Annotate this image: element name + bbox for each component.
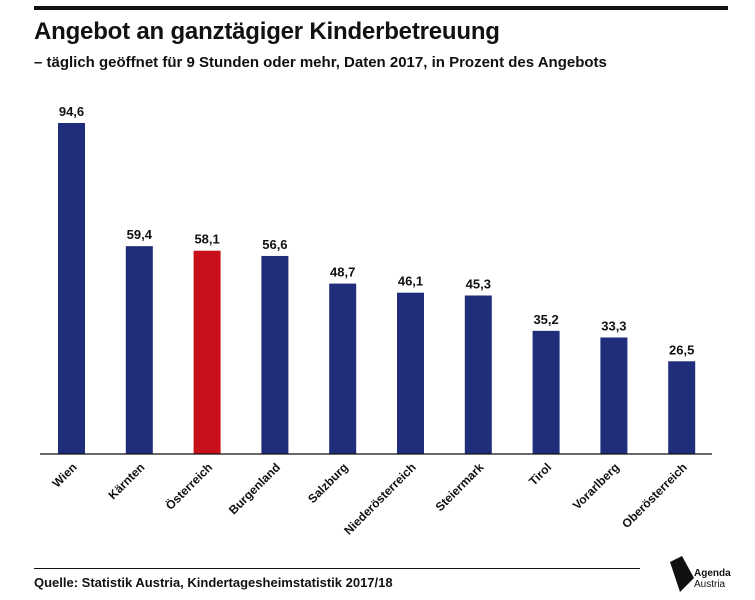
bar-tirol [532, 330, 560, 454]
logo-line-2: Austria [694, 579, 726, 590]
category-label-kaernten: Kärnten [105, 460, 147, 502]
category-label-oberoesterreich: Oberösterreich [619, 460, 690, 531]
category-label-tirol: Tirol [526, 460, 554, 488]
category-label-steiermark: Steiermark [433, 460, 487, 514]
chart-subtitle: – täglich geöffnet für 9 Stunden oder me… [34, 54, 607, 71]
value-label-salzburg: 48,7 [330, 265, 355, 280]
category-label-wien: Wien [50, 460, 80, 490]
value-label-wien: 94,6 [59, 104, 84, 119]
bar-series: 94,6 Wien 59,4 Kärnten 58,1 Österreich 56,6 Bur… [50, 104, 696, 538]
value-label-niederoesterreich: 46,1 [398, 274, 423, 289]
value-label-vorarlberg: 33,3 [601, 318, 626, 333]
bar-burgenland [261, 255, 289, 454]
source-note: Quelle: Statistik Austria, Kindertageshe… [34, 575, 393, 590]
value-label-tirol: 35,2 [533, 312, 558, 327]
logo-text: Agenda Austria [694, 568, 731, 590]
value-label-steiermark: 45,3 [466, 276, 491, 291]
source-rule [34, 568, 640, 569]
logo-line-1: Agenda [694, 568, 731, 579]
bar-wien [58, 123, 85, 454]
category-label-vorarlberg: Vorarlberg [570, 460, 622, 512]
bar-vorarlberg [600, 337, 628, 454]
category-label-salzburg: Salzburg [305, 460, 351, 506]
category-label-niederoesterreich: Niederösterreich [341, 460, 418, 537]
value-label-burgenland: 56,6 [262, 237, 287, 252]
category-label-burgenland: Burgenland [226, 460, 283, 517]
bar-oesterreich [193, 250, 221, 454]
value-label-oesterreich: 58,1 [194, 232, 219, 247]
bar-salzburg [329, 283, 357, 454]
bar-kaernten [125, 246, 153, 454]
bar-niederoesterreich [397, 292, 424, 454]
top-rule [34, 6, 728, 10]
bar-steiermark [464, 295, 492, 454]
agenda-austria-logo-icon [670, 556, 694, 592]
category-label-oesterreich: Österreich [162, 460, 215, 513]
value-label-kaernten: 59,4 [127, 227, 153, 242]
chart-title: Angebot an ganztägiger Kinderbetreuung [34, 18, 500, 45]
bar-oberoesterreich [668, 361, 696, 454]
value-label-oberoesterreich: 26,5 [669, 342, 694, 357]
